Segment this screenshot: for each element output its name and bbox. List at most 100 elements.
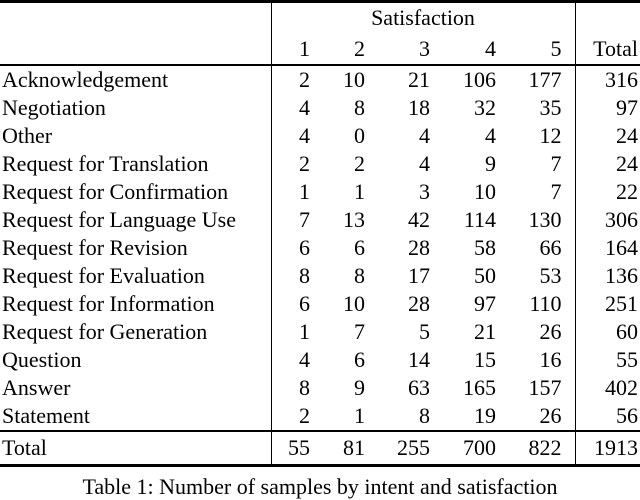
count-cell: 7 xyxy=(550,150,562,176)
count-cell: 10 xyxy=(343,290,365,316)
count-cell: 6 xyxy=(354,346,365,372)
intent-label-cell: Request for Evaluation xyxy=(2,262,205,288)
row-total-cell: 60 xyxy=(574,317,640,346)
count-cell: 8 xyxy=(354,94,365,120)
table-row: Question 4 6 14 15 16 55 xyxy=(0,345,640,374)
table-body: Acknowledgement 2 10 21 106 177 316 Negotiation… xyxy=(0,64,640,431)
count-cell: 97 xyxy=(474,290,496,316)
intent-label-cell: Other xyxy=(2,122,53,148)
intent-label-cell: Request for Translation xyxy=(2,150,209,176)
count-cell: 18 xyxy=(408,94,430,120)
row-total-cell: 97 xyxy=(574,93,640,122)
intent-label-cell: Request for Language Use xyxy=(2,206,236,232)
count-cell: 130 xyxy=(528,206,562,232)
count-cell: 35 xyxy=(539,94,562,120)
count-cell: 58 xyxy=(474,234,496,260)
table-row: Request for Confirmation 1 1 3 10 7 22 xyxy=(0,177,640,206)
table-row: Request for Translation 2 2 4 9 7 24 xyxy=(0,149,640,178)
count-cell: 2 xyxy=(270,64,310,94)
table-footer: Total 55 81 255 700 822 1913 xyxy=(0,429,640,466)
count-cell: 32 xyxy=(474,94,496,120)
table-row: Request for Language Use 7 13 42 114 130 306 xyxy=(0,205,640,234)
intent-label-cell: Request for Revision xyxy=(2,234,188,260)
count-cell: 28 xyxy=(408,234,430,260)
count-cell: 21 xyxy=(408,66,430,92)
row-total-cell: 136 xyxy=(574,261,640,290)
count-cell: 1 xyxy=(354,178,365,204)
row-total-cell: 55 xyxy=(574,345,640,374)
count-cell: 3 xyxy=(419,178,430,204)
total-header-spacer xyxy=(574,1,640,34)
count-cell: 4 xyxy=(270,121,310,150)
count-cell: 9 xyxy=(485,150,496,176)
count-cell: 5 xyxy=(419,318,430,344)
count-cell: 19 xyxy=(474,402,496,428)
row-total-cell: 306 xyxy=(574,205,640,234)
count-cell: 106 xyxy=(463,66,496,92)
table-row: Request for Generation 1 7 5 21 26 60 xyxy=(0,317,640,346)
count-cell: 165 xyxy=(463,374,496,400)
table-row: Answer 8 9 63 165 157 402 xyxy=(0,373,640,402)
count-cell: 4 xyxy=(270,93,310,122)
table-row: Request for Evaluation 8 8 17 50 53 136 xyxy=(0,261,640,290)
satisfaction-level-header: 2 xyxy=(310,33,365,66)
count-cell: 4 xyxy=(419,122,430,148)
table-row: Request for Revision 6 6 28 58 66 164 xyxy=(0,233,640,262)
count-cell: 17 xyxy=(408,262,430,288)
count-cell: 4 xyxy=(270,345,310,374)
count-cell: 177 xyxy=(528,66,562,92)
grand-total-cell: 1913 xyxy=(574,429,640,466)
table-row: Acknowledgement 2 10 21 106 177 316 xyxy=(0,64,640,94)
intent-label-cell: Request for Information xyxy=(2,290,215,316)
row-total-cell: 24 xyxy=(574,121,640,150)
count-cell: 50 xyxy=(474,262,496,288)
group-header-row: Satisfaction xyxy=(0,1,640,34)
count-cell: 9 xyxy=(354,374,365,400)
count-cell: 26 xyxy=(539,402,562,428)
totals-row: Total 55 81 255 700 822 1913 xyxy=(0,429,640,466)
table-row: Other 4 0 4 4 12 24 xyxy=(0,121,640,150)
table-header: Satisfaction 1 2 3 4 5 Total xyxy=(0,1,640,66)
empty-corner-cell xyxy=(0,33,271,66)
count-cell: 13 xyxy=(343,206,365,232)
count-cell: 6 xyxy=(270,289,310,318)
intent-label-cell: Negotiation xyxy=(2,94,106,120)
count-cell: 8 xyxy=(354,262,365,288)
total-column-header: Total xyxy=(574,33,640,66)
count-cell: 21 xyxy=(474,318,496,344)
count-cell: 4 xyxy=(419,150,430,176)
intent-label-cell: Question xyxy=(2,346,82,372)
row-total-cell: 22 xyxy=(574,177,640,206)
satisfaction-group-header: Satisfaction xyxy=(270,1,575,34)
column-total-cell: 255 xyxy=(365,429,430,466)
count-cell: 8 xyxy=(270,261,310,290)
satisfaction-level-header: 1 xyxy=(270,33,310,66)
row-total-cell: 402 xyxy=(574,373,640,402)
count-cell: 8 xyxy=(419,402,430,428)
row-total-cell: 316 xyxy=(574,64,640,94)
count-cell: 8 xyxy=(270,373,310,402)
table-caption: Table 1: Number of samples by intent and… xyxy=(82,474,558,499)
empty-corner-cell xyxy=(0,2,271,34)
count-cell: 1 xyxy=(270,177,310,206)
count-cell: 14 xyxy=(408,346,430,372)
count-cell: 6 xyxy=(354,234,365,260)
count-cell: 7 xyxy=(354,318,365,344)
count-cell: 110 xyxy=(529,290,562,316)
intent-satisfaction-table: Satisfaction 1 2 3 4 5 Total Acknowledgement 2… xyxy=(0,0,640,467)
count-cell: 28 xyxy=(408,290,430,316)
count-cell: 1 xyxy=(354,402,365,428)
table-row: Statement 2 1 8 19 26 56 xyxy=(0,401,640,431)
count-cell: 4 xyxy=(485,122,496,148)
count-cell: 7 xyxy=(550,178,562,204)
count-cell: 53 xyxy=(539,262,562,288)
intent-label-cell: Request for Generation xyxy=(2,318,208,344)
count-cell: 157 xyxy=(528,374,562,400)
count-cell: 12 xyxy=(539,122,562,148)
count-cell: 15 xyxy=(474,346,496,372)
satisfaction-level-header: 5 xyxy=(496,33,575,66)
count-cell: 114 xyxy=(463,206,496,232)
count-cell: 0 xyxy=(354,122,365,148)
count-cell: 63 xyxy=(408,374,430,400)
